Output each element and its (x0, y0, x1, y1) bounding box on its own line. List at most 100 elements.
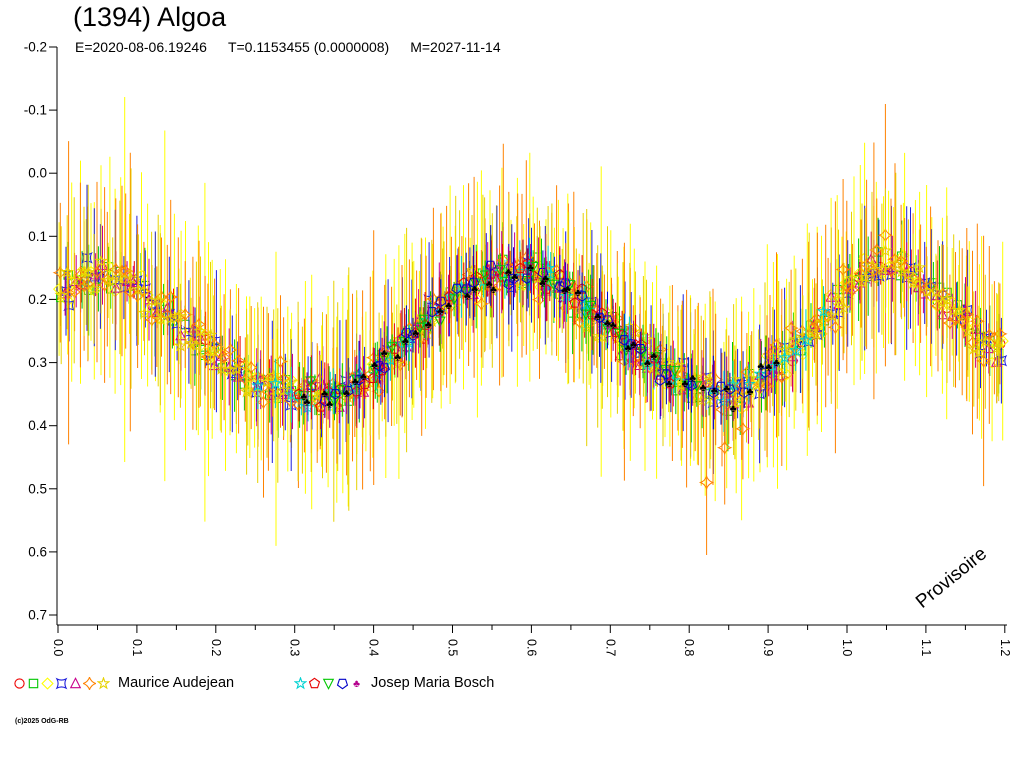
svg-text:♣: ♣ (773, 357, 780, 369)
svg-text:1.0: 1.0 (840, 639, 854, 656)
series-6-star5 (54, 168, 1006, 522)
svg-text:0.5: 0.5 (28, 481, 47, 496)
svg-text:♣: ♣ (486, 279, 493, 291)
legend-marker-circle-icon (14, 677, 25, 689)
svg-text:0.9: 0.9 (761, 639, 775, 656)
svg-text:♣: ♣ (681, 378, 688, 390)
outlier-point (698, 409, 715, 555)
svg-text:0.2: 0.2 (28, 292, 47, 307)
legend-markers-audejean (13, 676, 110, 690)
page-title: (1394) Algoa (73, 2, 227, 32)
svg-text:0.8: 0.8 (682, 639, 696, 656)
svg-text:♣: ♣ (464, 291, 471, 303)
svg-text:♣: ♣ (564, 284, 571, 296)
svg-text:♣: ♣ (402, 335, 409, 347)
svg-text:♣: ♣ (610, 320, 617, 332)
svg-text:♣: ♣ (644, 357, 651, 369)
svg-text:0.7: 0.7 (603, 639, 617, 656)
series-11-club: ♣♣♣♣♣♣ ♣♣♣ ♣♣♣♣♣ ♣♣♣ ♣♣♣ ♣♣♣♣♣♣ ♣♣♣♣♣♣♣♣♣ ♣ ♣♣ ♣ ♣… (301, 244, 780, 432)
svg-text:♣: ♣ (625, 343, 632, 355)
legend-markers-bosch: ♣ (294, 676, 363, 690)
svg-text:♣: ♣ (343, 388, 350, 400)
svg-text:0.1: 0.1 (130, 639, 144, 656)
legend-marker-star5-icon (294, 676, 307, 689)
outlier-point (716, 390, 733, 505)
svg-text:-0.2: -0.2 (24, 40, 47, 55)
svg-text:♣: ♣ (304, 397, 311, 409)
legend-marker-burst4-icon (83, 676, 96, 690)
svg-text:-0.1: -0.1 (24, 103, 47, 118)
svg-text:♣: ♣ (352, 376, 359, 388)
svg-text:♣: ♣ (539, 277, 546, 289)
legend-marker-star5-icon (97, 676, 110, 689)
svg-text:♣: ♣ (425, 319, 432, 331)
svg-text:♣: ♣ (711, 385, 718, 397)
copyright-credit: (c)2025 OdG-RB (15, 718, 69, 725)
svg-text:♣: ♣ (326, 399, 333, 411)
epoch-value: E=2020-08-06.19246 (75, 39, 207, 55)
svg-text:1.2: 1.2 (998, 639, 1012, 656)
svg-text:1.1: 1.1 (919, 639, 933, 656)
svg-text:♣: ♣ (594, 311, 601, 323)
series-10-pentagon-down (319, 225, 771, 430)
ephemeris-line: E=2020-08-06.19246 T=0.1153455 (0.000000… (75, 39, 501, 55)
svg-text:♣: ♣ (604, 318, 611, 330)
svg-text:0.0: 0.0 (51, 639, 65, 656)
svg-text:♣: ♣ (360, 371, 367, 383)
legend-marker-star4-icon (55, 677, 68, 689)
legend-marker-triangle-down-icon (322, 678, 335, 690)
legend-marker-square-icon (28, 678, 39, 688)
svg-text:0.3: 0.3 (28, 355, 47, 370)
svg-text:♣: ♣ (747, 386, 754, 398)
svg-text:♣: ♣ (575, 287, 582, 299)
svg-text:0.3: 0.3 (288, 639, 302, 656)
svg-text:0.2: 0.2 (209, 639, 223, 656)
svg-text:♣: ♣ (650, 350, 657, 362)
legend-observer-bosch: ♣ Josep Maria Bosch (294, 675, 494, 691)
svg-text:♣: ♣ (505, 266, 512, 278)
svg-text:♣: ♣ (527, 262, 534, 274)
svg-text:♣: ♣ (394, 351, 401, 363)
svg-text:0.4: 0.4 (28, 418, 47, 433)
svg-text:0.4: 0.4 (367, 639, 381, 656)
svg-text:♣: ♣ (561, 285, 568, 297)
mean-date-value: M=2027-11-14 (410, 39, 501, 55)
svg-text:♣: ♣ (490, 284, 497, 296)
svg-text:♣: ♣ (730, 403, 737, 415)
legend-marker-pentagon-icon (308, 677, 321, 688)
svg-text:♣: ♣ (412, 327, 419, 339)
svg-text:♣: ♣ (371, 360, 378, 372)
svg-text:♣: ♣ (542, 273, 549, 285)
svg-text:♣: ♣ (445, 300, 452, 312)
svg-text:0.6: 0.6 (28, 544, 47, 559)
svg-text:♣: ♣ (765, 362, 772, 374)
svg-text:♣: ♣ (437, 306, 444, 318)
svg-text:♣: ♣ (689, 373, 696, 385)
svg-text:♣: ♣ (471, 283, 478, 295)
svg-text:0.5: 0.5 (446, 639, 460, 656)
svg-text:0.6: 0.6 (524, 639, 538, 656)
svg-text:♣: ♣ (700, 382, 707, 394)
svg-text:♣: ♣ (301, 391, 308, 403)
period-value: T=0.1153455 (0.0000008) (227, 39, 390, 55)
legend-marker-pentagon-down-icon (336, 678, 349, 689)
svg-text:0.0: 0.0 (28, 166, 47, 181)
svg-text:♣: ♣ (666, 378, 673, 390)
svg-text:♣: ♣ (757, 361, 764, 373)
legend-marker-diamond-icon (41, 676, 54, 690)
svg-text:♣: ♣ (511, 271, 518, 283)
svg-text:♣: ♣ (321, 388, 328, 400)
svg-text:♣: ♣ (723, 383, 730, 395)
series-9-triangle-down (298, 250, 703, 425)
observer-name: Josep Maria Bosch (371, 675, 495, 691)
observer-name: Maurice Audejean (118, 675, 235, 691)
svg-text:0.1: 0.1 (28, 229, 47, 244)
legend-marker-triangle-up-icon (69, 676, 82, 688)
svg-text:♣: ♣ (353, 678, 360, 690)
svg-text:0.7: 0.7 (28, 608, 47, 623)
legend-observer-audejean: Maurice Audejean (13, 675, 234, 691)
svg-text:♣: ♣ (630, 339, 637, 351)
legend-marker-club-icon: ♣ (353, 678, 360, 690)
